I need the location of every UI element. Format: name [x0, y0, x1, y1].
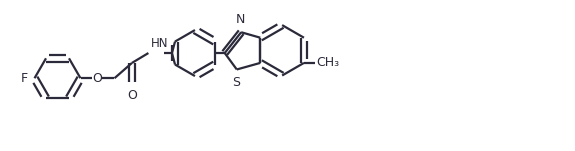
- Text: N: N: [235, 13, 245, 26]
- Text: S: S: [232, 76, 240, 88]
- Text: F: F: [21, 72, 28, 85]
- Text: HN: HN: [151, 37, 168, 50]
- Text: O: O: [92, 72, 102, 85]
- Text: O: O: [127, 89, 137, 102]
- Text: CH₃: CH₃: [316, 56, 339, 69]
